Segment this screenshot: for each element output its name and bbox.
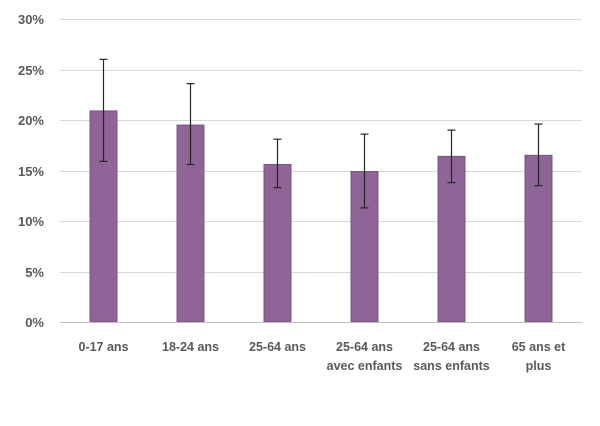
y-tick-label: 25% xyxy=(18,63,44,78)
error-bar-1 xyxy=(186,83,195,166)
error-bars xyxy=(99,58,543,209)
bar-4 xyxy=(437,155,466,323)
y-axis-tick-labels: 0% 5% 10% 15% 20% 25% 30% xyxy=(18,12,44,330)
y-tick-label: 15% xyxy=(18,164,44,179)
error-bar-4 xyxy=(447,129,456,184)
error-bar-2 xyxy=(273,138,282,189)
y-tick-label: 20% xyxy=(18,113,44,128)
gridlines xyxy=(60,19,582,273)
bar-2 xyxy=(263,163,292,323)
y-tick-label: 0% xyxy=(25,315,44,330)
error-bar-5 xyxy=(534,123,543,187)
x-tick-label: 25-64 ans sans enfants xyxy=(413,340,489,373)
error-bar-0 xyxy=(99,58,108,163)
error-bar-3 xyxy=(360,133,369,209)
y-tick-label: 30% xyxy=(18,12,44,27)
x-axis-category-labels: 0-17 ans 18-24 ans 25-64 ans 25-64 ans avec … xyxy=(78,340,566,373)
x-tick-label: 25-64 ans xyxy=(249,340,306,354)
x-tick-label: 0-17 ans xyxy=(78,340,128,354)
y-tick-label: 5% xyxy=(25,265,44,280)
y-tick-label: 10% xyxy=(18,214,44,229)
x-tick-label: 18-24 ans xyxy=(162,340,219,354)
x-tick-label: 65 ans et plus xyxy=(512,340,566,373)
x-tick-label: 25-64 ans avec enfants xyxy=(327,340,403,373)
bars xyxy=(89,110,553,323)
